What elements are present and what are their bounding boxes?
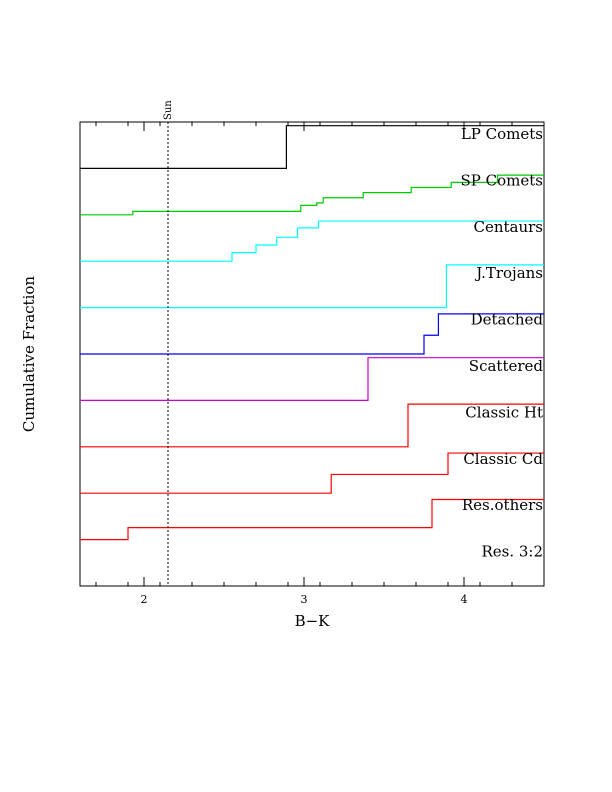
series-label-layer: LP Comets SP Comets Centaurs J.Trojans Detac… <box>461 125 544 561</box>
series-line-sp-comets <box>80 174 544 216</box>
series-line-classic-ht <box>80 403 544 448</box>
series-line-scattered <box>80 357 544 401</box>
x-tick-label: 2 <box>141 593 148 606</box>
series-label-res-3-2: Res. 3:2 <box>481 543 543 561</box>
series-line-detached <box>80 313 544 355</box>
sun-reference-label: Sun <box>163 100 174 120</box>
x-tick-label: 4 <box>461 593 468 606</box>
series-label-classic-cd: Classic Cd <box>463 450 543 468</box>
y-axis-label: Cumulative Fraction <box>20 276 38 432</box>
reference-line-layer: Sun <box>163 100 174 586</box>
series-line-centaurs <box>80 220 544 262</box>
series-line-j-trojans <box>80 264 544 309</box>
series-label-scattered: Scattered <box>469 357 544 375</box>
series-label-centaurs: Centaurs <box>473 218 543 236</box>
x-tick-label: 3 <box>301 593 308 606</box>
series-line-res-others <box>80 498 544 541</box>
series-label-res-others: Res.others <box>462 496 543 514</box>
series-label-classic-ht: Classic Ht <box>465 403 543 421</box>
tick-layer: 2 3 4 <box>95 122 513 606</box>
series-line-lp-comets <box>80 125 544 169</box>
x-axis-label: B−K <box>295 612 331 630</box>
series-layer <box>80 125 544 541</box>
series-label-j-trojans: J.Trojans <box>474 264 543 282</box>
series-label-sp-comets: SP Comets <box>461 171 543 189</box>
series-label-detached: Detached <box>471 311 544 329</box>
series-label-lp-comets: LP Comets <box>461 125 543 143</box>
series-line-classic-cd <box>80 452 544 494</box>
